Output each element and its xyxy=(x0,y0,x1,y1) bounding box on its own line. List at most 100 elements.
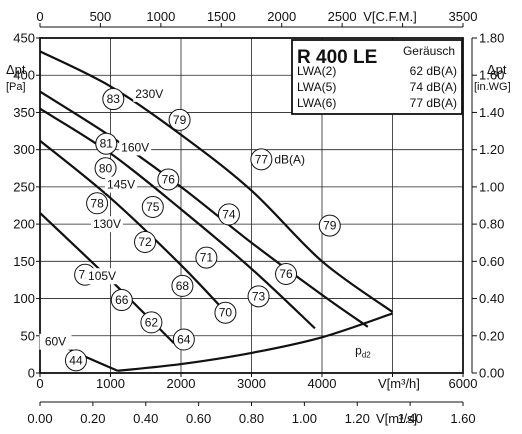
tick-label: 0.20 xyxy=(479,328,504,343)
tick-label: 350 xyxy=(13,105,35,120)
tick-label: 0.60 xyxy=(479,254,504,269)
tick-label: 6000 xyxy=(449,376,478,391)
tick-label: 1000 xyxy=(96,376,125,391)
info-row-value: 74 dB(A) xyxy=(410,80,457,94)
tick-label: 0 xyxy=(28,366,35,381)
tick-label: 400 xyxy=(13,68,35,83)
tick-label: 2500 xyxy=(328,9,357,24)
noise-marker-value: 71 xyxy=(200,251,214,265)
noise-marker-circle xyxy=(140,311,163,334)
info-box: R 400 LE Geräusch LWA(2) 62 dB(A) LWA(5)… xyxy=(291,39,463,115)
noise-marker-value: 64 xyxy=(177,333,191,347)
curve-230v xyxy=(39,50,394,313)
curve-label: 230V xyxy=(135,87,163,101)
tick-label: 1.40 xyxy=(397,411,422,426)
curve-label-bg xyxy=(133,85,166,102)
tick-label: 1.20 xyxy=(345,411,370,426)
info-row-value: 62 dB(A) xyxy=(410,64,457,78)
tick-label: 0.80 xyxy=(239,411,264,426)
noise-marker-circle xyxy=(172,328,195,351)
noise-marker-value: 70 xyxy=(219,306,233,320)
noise-marker-value: 76 xyxy=(279,267,293,281)
noise-marker-value: 62 xyxy=(145,315,159,329)
curve-label-bg xyxy=(86,268,119,285)
tick-label: 100 xyxy=(13,291,35,306)
axis-title-top: V[C.F.M.] xyxy=(363,9,416,24)
noise-marker-circle xyxy=(157,168,180,191)
noise-marker-circle xyxy=(64,349,87,372)
axis-unit-right: [in.WG] xyxy=(474,81,511,93)
tick-label: 150 xyxy=(13,254,35,269)
noise-marker-circle xyxy=(168,108,191,131)
curve-labels: 230V 160V 145V 130V 105V 60V pd2 xyxy=(39,85,371,360)
tick-label: 0.00 xyxy=(479,366,504,381)
tick-label: 0 xyxy=(36,376,43,391)
tick-label: 250 xyxy=(13,179,35,194)
tick-label: 0.20 xyxy=(80,411,105,426)
curve-label: 160V xyxy=(121,140,149,154)
noise-marker-circle xyxy=(214,301,237,324)
curve-pd2 xyxy=(117,312,393,372)
noise-marker-value: 80 xyxy=(99,161,113,175)
tick-label: 1.00 xyxy=(292,411,317,426)
noise-marker-circle xyxy=(250,148,273,171)
axis-unit-left: [Pa] xyxy=(6,81,26,93)
info-box-title: R 400 LE xyxy=(297,47,377,68)
noise-marker-value: 81 xyxy=(100,137,114,151)
tick-label: 1500 xyxy=(207,9,236,24)
noise-marker-value: 76 xyxy=(162,172,176,186)
tick-label: 3000 xyxy=(237,376,266,391)
noise-marker-value: 75 xyxy=(146,200,160,214)
info-box-frame xyxy=(291,39,463,115)
tick-label: 1.20 xyxy=(479,142,504,157)
noise-marker-circle xyxy=(86,192,109,215)
noise-marker-circle xyxy=(134,230,157,253)
axis-title-bottom: V[m³/h] xyxy=(378,376,420,391)
noise-marker-value: 44 xyxy=(69,353,83,367)
tick-label: 1000 xyxy=(146,9,175,24)
noise-marker-value: 74 xyxy=(222,207,236,221)
curve-145v xyxy=(39,107,316,330)
noise-marker-value: 79 xyxy=(173,113,187,127)
tick-label: 4000 xyxy=(308,376,337,391)
tick-label: 0 xyxy=(36,9,43,24)
noise-marker-circle xyxy=(247,285,270,308)
tick-label: 0.80 xyxy=(479,217,504,232)
axis-title-right: Δpt xyxy=(487,62,507,77)
curve-label: 145V xyxy=(107,178,135,192)
tick-label: 450 xyxy=(13,31,35,46)
noise-marker-circle xyxy=(318,214,341,237)
noise-marker-value: 73 xyxy=(252,289,266,303)
noise-marker-circle xyxy=(95,132,118,155)
tick-label: 500 xyxy=(90,9,112,24)
curve-label-bg xyxy=(119,139,152,156)
noise-marker-value: 72 xyxy=(138,235,152,249)
noise-marker-value: 68 xyxy=(176,279,190,293)
info-row-label: LWA(5) xyxy=(297,80,336,94)
tick-label: 1.80 xyxy=(479,31,504,46)
noise-marker-circle xyxy=(110,289,133,312)
curve-label-pd2: pd2 xyxy=(355,344,371,360)
tick-label: 0.60 xyxy=(186,411,211,426)
tick-label: 2000 xyxy=(167,376,196,391)
tick-label: 0.00 xyxy=(27,411,52,426)
tick-label: 1.40 xyxy=(479,105,504,120)
info-row-label: LWA(2) xyxy=(297,64,336,78)
noise-marker-value: 66 xyxy=(115,293,129,307)
noise-marker-value: 79 xyxy=(323,219,337,233)
noise-marker-circle xyxy=(141,195,164,218)
info-row-value: 77 dB(A) xyxy=(410,96,457,110)
noise-marker-value: 83 xyxy=(107,92,121,106)
info-box-header: Geräusch xyxy=(403,44,455,58)
tick-label: 3500 xyxy=(449,9,478,24)
noise-marker-value: 77 xyxy=(255,152,269,166)
tick-label: 1.00 xyxy=(479,179,504,194)
noise-marker-circle xyxy=(102,88,125,111)
tick-label: 1.60 xyxy=(479,68,504,83)
noise-marker-circle xyxy=(171,274,194,297)
info-row-label: LWA(6) xyxy=(297,96,336,110)
tick-label: 0.40 xyxy=(133,411,158,426)
curve-label-bg xyxy=(39,333,72,350)
curve-label: 130V xyxy=(93,217,121,231)
